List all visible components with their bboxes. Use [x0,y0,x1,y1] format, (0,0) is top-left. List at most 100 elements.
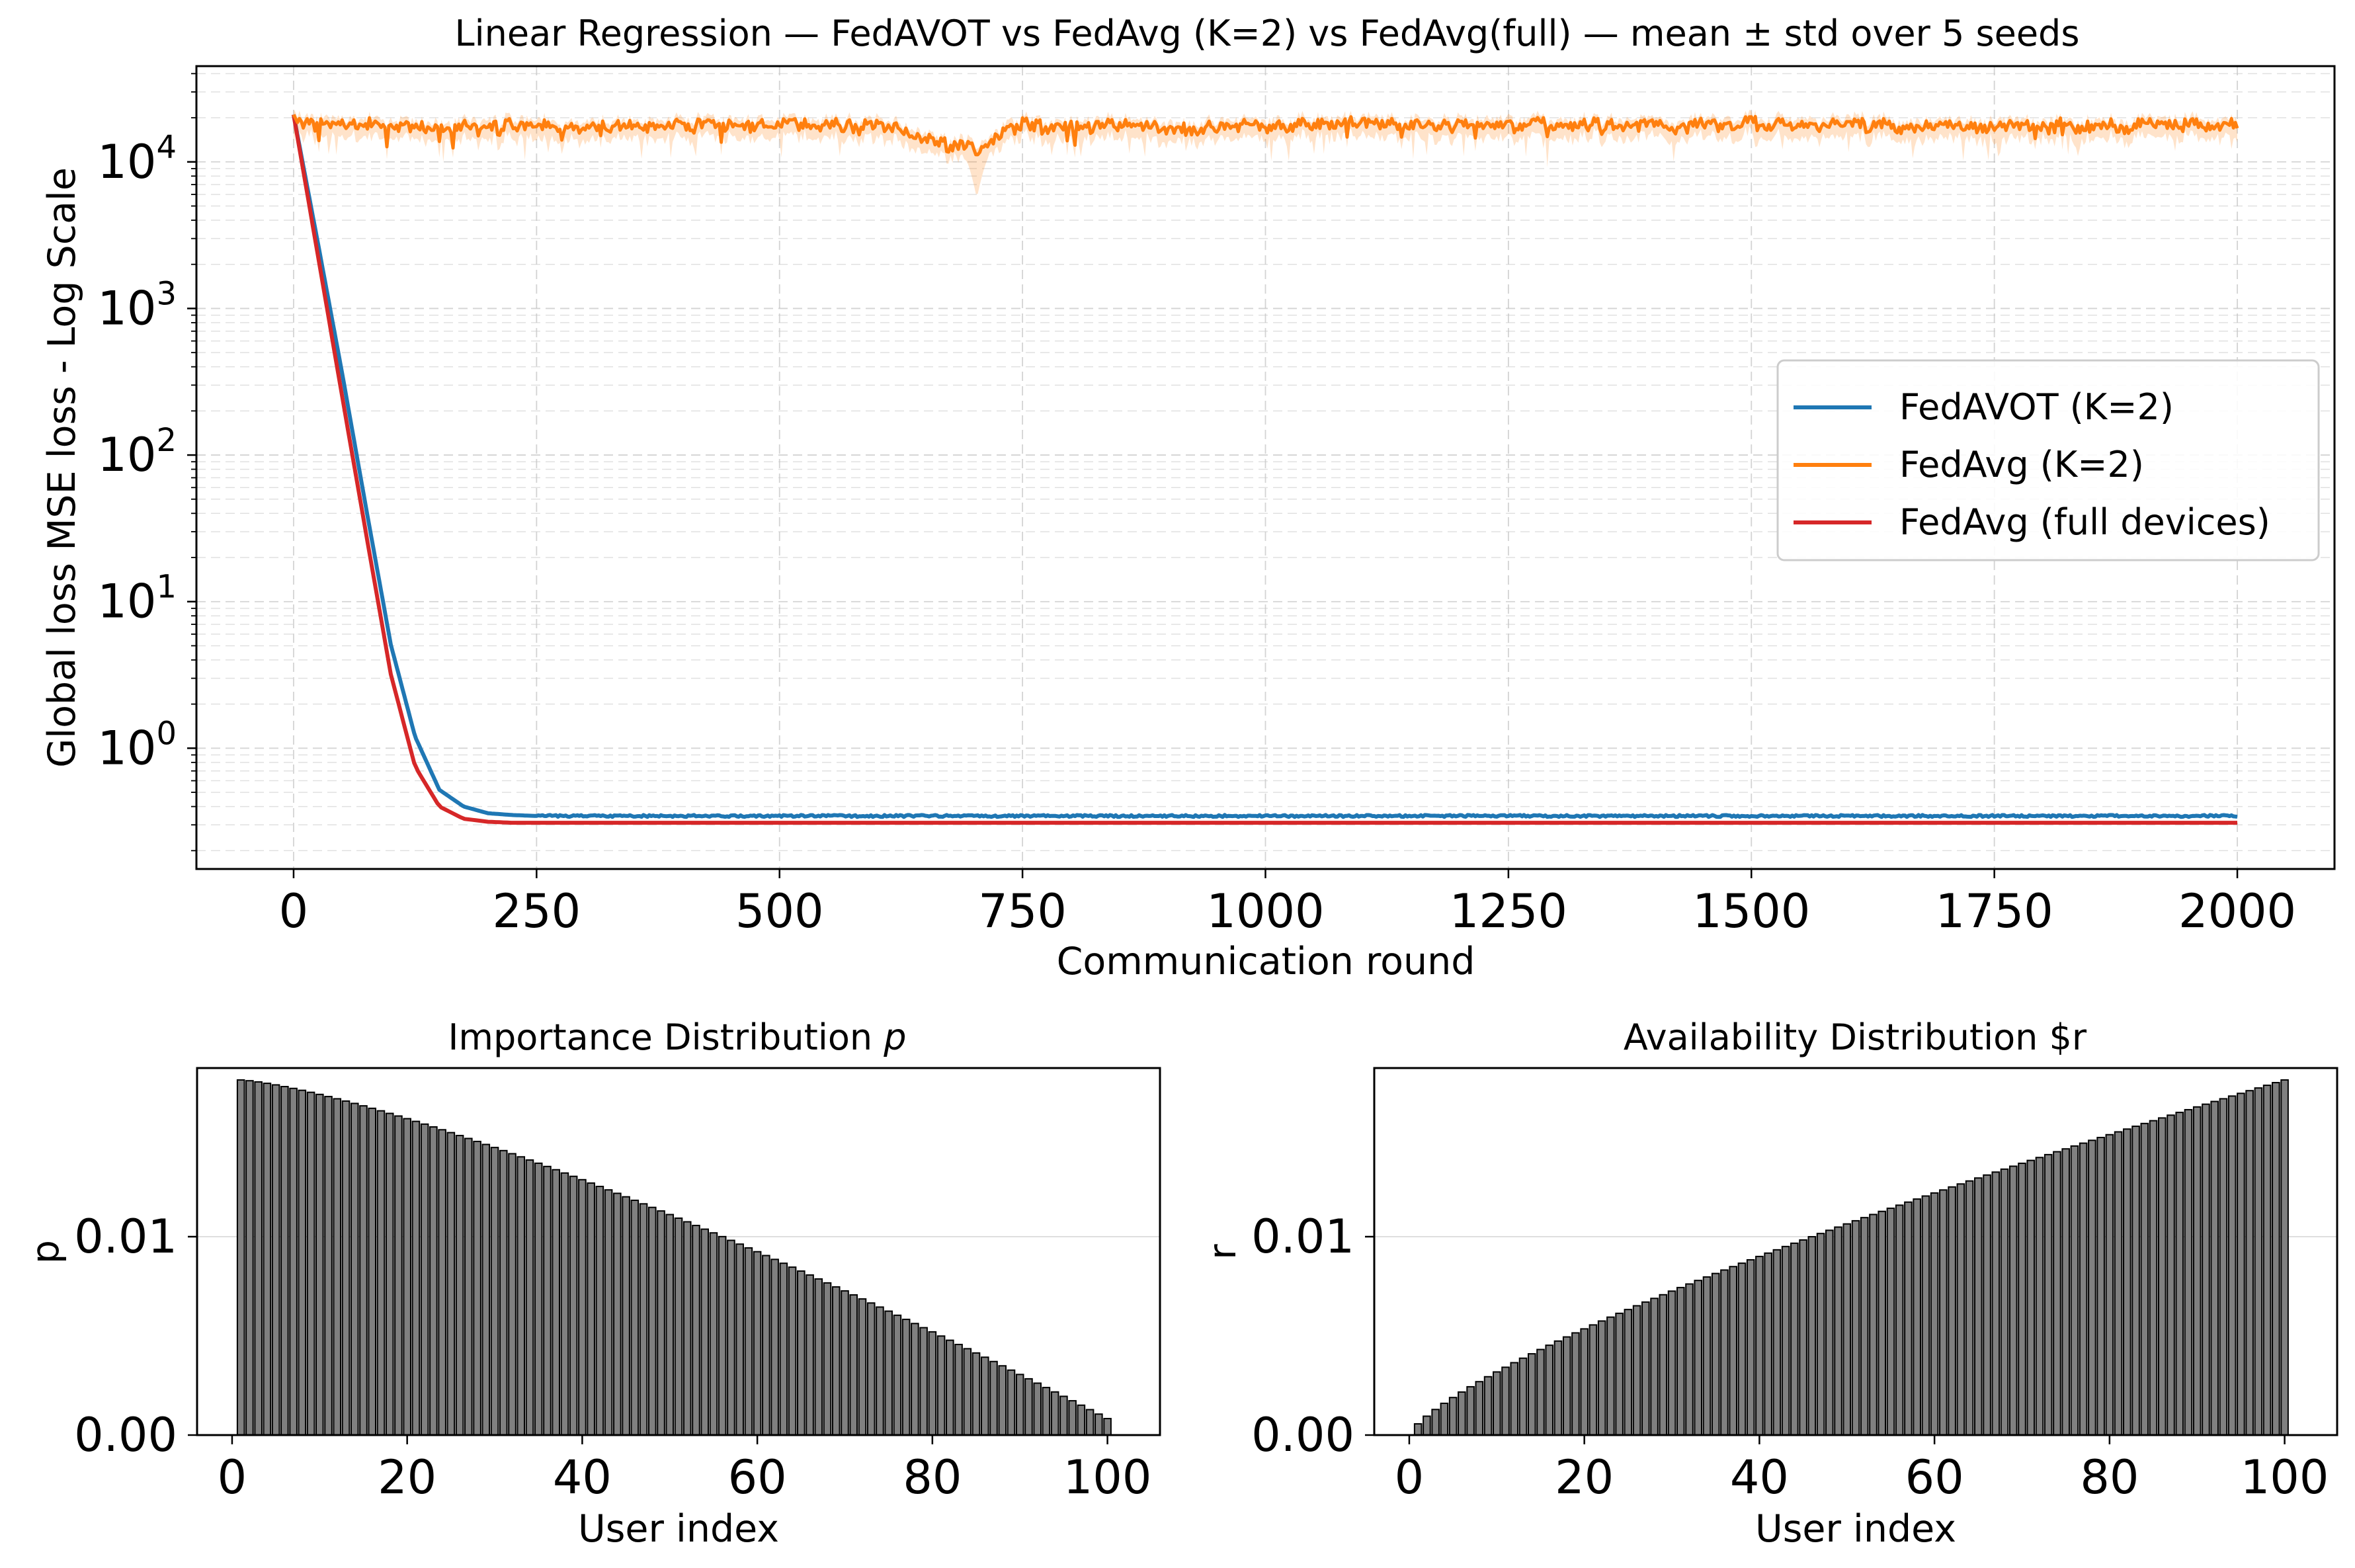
user-bar [1895,1204,1904,1436]
fedavg-full-devices-line [292,114,2237,825]
user-bar [1510,1362,1519,1436]
x-tick-label: 0 [218,1450,247,1505]
loss-chart: Linear Regression — FedAVOT vs FedAvg (K… [40,13,2336,983]
user-bar [1860,1217,1869,1436]
user-bar [2079,1142,2088,1436]
user-bar [429,1126,438,1436]
user-bar [341,1100,351,1436]
user-bar [980,1356,989,1436]
x-tick-label: 1500 [1692,884,1810,938]
user-bar [622,1196,630,1436]
x-tick-label: 0 [279,884,309,938]
user-bar [665,1214,675,1436]
user-bar [2157,1117,2167,1436]
y-tick-label: 0.01 [1251,1210,1354,1264]
availability-chart-bars [1413,1079,2289,1436]
x-tick-label: 100 [2241,1450,2329,1505]
user-bar [779,1262,788,1436]
user-bar [1597,1320,1606,1436]
user-bar [1869,1214,1878,1436]
user-bar [455,1135,464,1436]
user-bar [2008,1165,2018,1436]
user-bar [1475,1381,1484,1436]
user-bar [2131,1126,2140,1436]
user-bar [394,1115,403,1436]
user-bar [1755,1255,1764,1436]
user-bar [569,1175,578,1436]
user-bar [438,1129,446,1436]
user-bar [1077,1404,1086,1436]
user-bar [1746,1259,1755,1436]
user-bar [1033,1382,1042,1436]
user-bar [1007,1369,1016,1436]
user-bar [806,1274,814,1436]
user-bar [1737,1262,1747,1436]
x-tick-label: 250 [493,884,581,938]
user-bar [385,1112,394,1436]
loss-chart-y-axis-label: Global loss MSE loss - Log Scale [40,167,84,768]
user-bar [1965,1180,1974,1436]
y-tick-label: 0.01 [74,1210,177,1264]
user-bar [543,1165,552,1436]
importance-chart-y-axis-label: p [24,1240,67,1264]
loss-chart-x-axis-label: Communication round [1057,940,1475,983]
user-bar [1694,1280,1703,1436]
user-bar [682,1221,692,1436]
user-bar [866,1302,876,1436]
legend-label-fedavg-k2: FedAvg (K=2) [1899,444,2144,485]
user-bar [403,1118,411,1436]
user-bar [525,1159,534,1436]
user-bar [1095,1413,1103,1436]
user-bar [1702,1276,1712,1436]
y-tick-label: 104 [97,129,177,189]
x-tick-label: 80 [2080,1450,2139,1505]
user-bar [2262,1085,2272,1436]
user-bar [1825,1229,1834,1436]
user-bar [2114,1131,2123,1436]
user-bar [1720,1269,1729,1436]
user-bar [1518,1357,1528,1436]
user-bar [770,1259,779,1436]
x-tick-label: 1000 [1206,884,1324,938]
user-bar [1440,1402,1449,1436]
x-tick-label: 80 [903,1450,962,1505]
user-bar [2035,1157,2044,1436]
user-bar [2237,1093,2245,1436]
user-bar [236,1079,245,1436]
user-bar [1085,1409,1095,1436]
user-bar [2192,1106,2202,1436]
user-bar [1799,1239,1807,1436]
user-bar [849,1294,858,1436]
user-bar [1571,1332,1580,1436]
importance-chart-x-axis-label: User index [578,1507,779,1551]
loss-chart-title: Linear Regression — FedAVOT vs FedAvg (K… [455,13,2080,54]
user-bar [1921,1195,1930,1436]
user-bar [648,1206,657,1436]
user-bar [718,1235,727,1436]
x-tick-label: 40 [1730,1450,1789,1505]
user-bar [595,1186,604,1436]
user-bar [2254,1087,2263,1436]
user-bar [1886,1208,1895,1436]
legend-label-fedavg-full: FedAvg (full devices) [1899,501,2270,543]
user-bar [657,1210,665,1436]
legend: FedAVOT (K=2) FedAvg (K=2) FedAvg (full … [1776,359,2320,561]
user-bar [2184,1108,2193,1436]
user-bar [534,1162,543,1436]
user-bar [2018,1163,2026,1436]
availability-chart-y-axis-label: r [1201,1244,1245,1260]
availability-chart-y-ticks: 0.00 0.01 [1251,1210,1374,1462]
x-tick-label: 2000 [2178,884,2296,938]
user-bar [1685,1283,1694,1436]
user-bar [560,1172,569,1436]
user-bar [1423,1415,1431,1436]
user-bar [2123,1128,2131,1436]
user-bar [508,1153,516,1436]
user-bar [333,1098,342,1436]
user-bar [936,1335,946,1436]
user-bar [1913,1198,1921,1436]
fedavot-k2-line [292,114,2238,819]
user-bar [893,1314,902,1436]
x-tick-label: 0 [1395,1450,1425,1505]
user-bar [1413,1423,1423,1436]
